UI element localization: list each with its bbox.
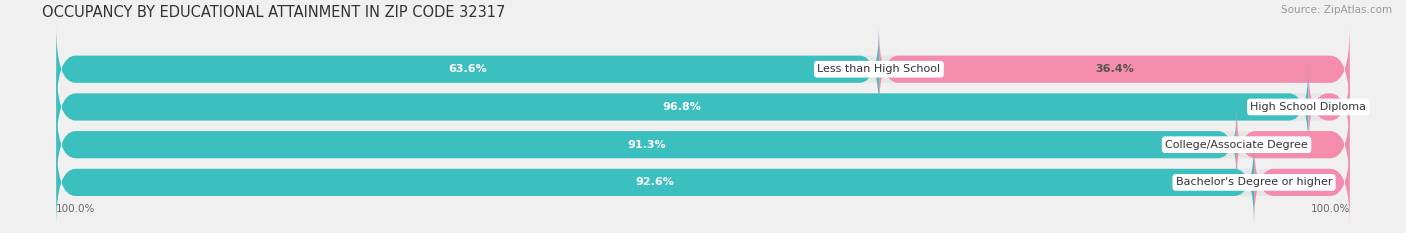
Text: 96.8%: 96.8%	[662, 102, 702, 112]
Text: 100.0%: 100.0%	[56, 204, 96, 214]
FancyBboxPatch shape	[56, 64, 1309, 150]
Text: Bachelor's Degree or higher: Bachelor's Degree or higher	[1175, 177, 1333, 187]
Text: 7.4%: 7.4%	[1286, 177, 1317, 187]
FancyBboxPatch shape	[879, 26, 1350, 112]
Text: 63.6%: 63.6%	[449, 64, 486, 74]
Text: Less than High School: Less than High School	[817, 64, 941, 74]
Text: High School Diploma: High School Diploma	[1250, 102, 1367, 112]
FancyBboxPatch shape	[1309, 64, 1350, 150]
FancyBboxPatch shape	[56, 139, 1350, 225]
Text: 36.4%: 36.4%	[1095, 64, 1133, 74]
FancyBboxPatch shape	[56, 26, 879, 112]
FancyBboxPatch shape	[56, 64, 1350, 150]
FancyBboxPatch shape	[56, 102, 1237, 188]
Text: Source: ZipAtlas.com: Source: ZipAtlas.com	[1281, 5, 1392, 15]
Text: 8.8%: 8.8%	[1278, 140, 1308, 150]
FancyBboxPatch shape	[56, 139, 1254, 225]
Text: 92.6%: 92.6%	[636, 177, 675, 187]
Text: College/Associate Degree: College/Associate Degree	[1166, 140, 1308, 150]
FancyBboxPatch shape	[1254, 139, 1350, 225]
Text: 3.2%: 3.2%	[1313, 102, 1344, 112]
FancyBboxPatch shape	[56, 26, 1350, 112]
Text: 91.3%: 91.3%	[627, 140, 666, 150]
FancyBboxPatch shape	[1236, 102, 1350, 188]
Text: OCCUPANCY BY EDUCATIONAL ATTAINMENT IN ZIP CODE 32317: OCCUPANCY BY EDUCATIONAL ATTAINMENT IN Z…	[42, 5, 506, 20]
Text: 100.0%: 100.0%	[1310, 204, 1350, 214]
FancyBboxPatch shape	[56, 102, 1350, 188]
